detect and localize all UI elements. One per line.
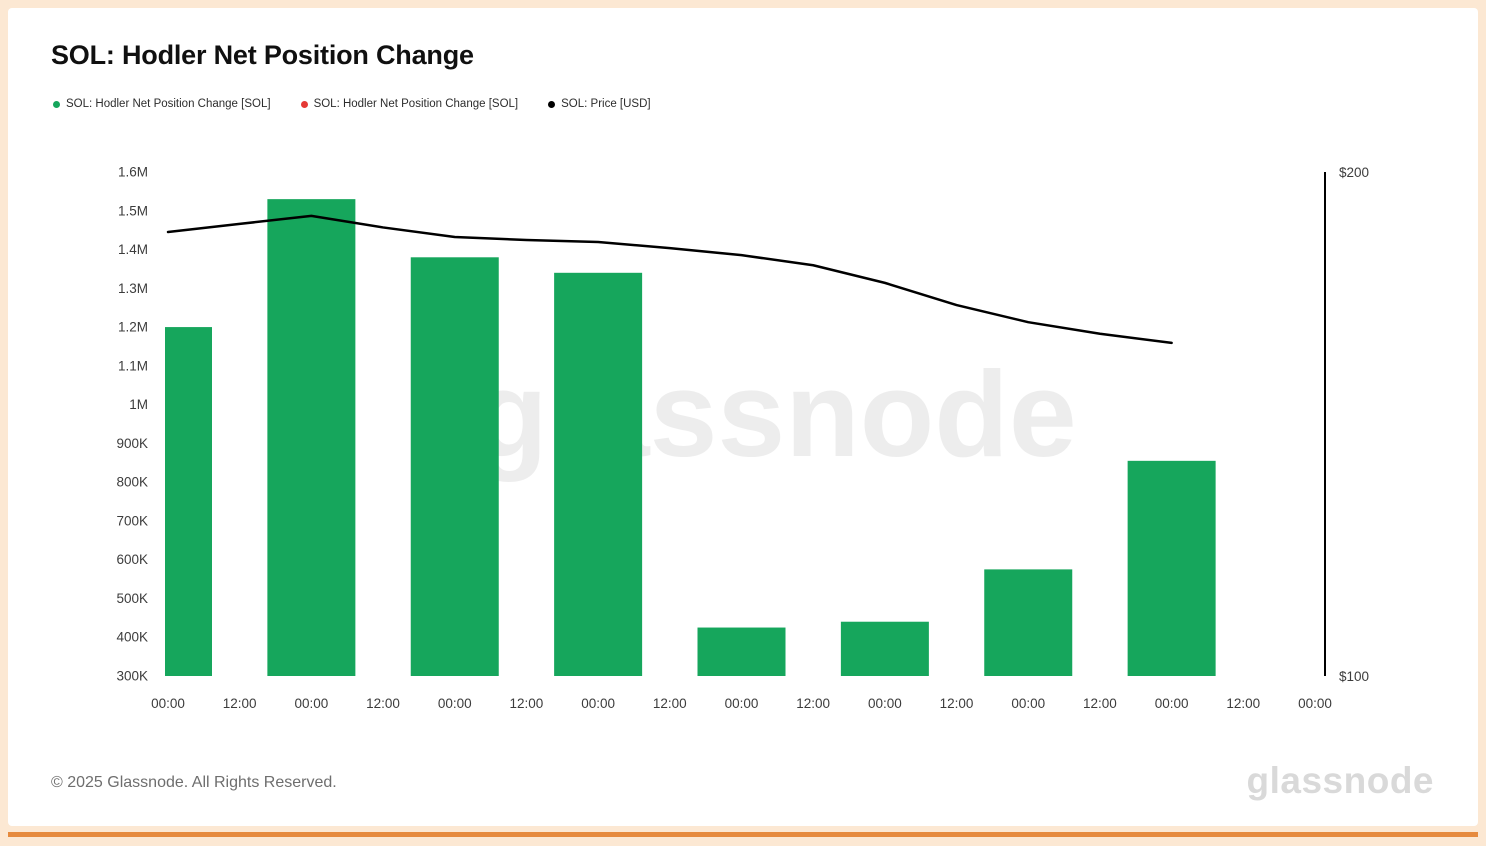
bar[interactable] (697, 627, 786, 676)
right-axis-tick-label: $100 (1339, 669, 1369, 684)
left-axis-tick-label: 1.1M (118, 358, 148, 373)
left-axis-tick-label: 900K (116, 436, 148, 451)
x-axis-tick-label: 00:00 (1298, 696, 1332, 711)
left-axis-tick-label: 500K (116, 591, 148, 606)
x-axis-tick-label: 00:00 (1011, 696, 1045, 711)
glassnode-logo: glassnode (1246, 760, 1434, 801)
page-title: SOL: Hodler Net Position Change (51, 40, 474, 70)
x-axis-tick-label: 00:00 (868, 696, 902, 711)
left-axis-tick-label: 1M (129, 397, 148, 412)
left-axis-tick-label: 1.4M (118, 242, 148, 257)
bar[interactable] (267, 199, 356, 676)
left-axis-tick-label: 800K (116, 475, 148, 490)
right-axis-tick-label: $200 (1339, 165, 1369, 180)
legend-dot-red-icon (300, 100, 308, 108)
left-axis-tick-label: 1.6M (118, 165, 148, 180)
x-axis-tick-label: 00:00 (438, 696, 472, 711)
bar[interactable] (840, 621, 929, 676)
bar[interactable] (554, 272, 643, 676)
x-axis-tick-label: 00:00 (725, 696, 759, 711)
x-axis-tick-label: 12:00 (366, 696, 400, 711)
copyright-text: © 2025 Glassnode. All Rights Reserved. (51, 774, 337, 791)
x-axis-tick-label: 12:00 (510, 696, 544, 711)
bar[interactable] (1127, 460, 1216, 676)
legend-dot-green-icon (53, 100, 60, 108)
bottom-accent-bar (8, 832, 1478, 837)
left-axis-tick-label: 300K (116, 669, 148, 684)
x-axis-tick-label: 00:00 (1155, 696, 1189, 711)
bars-series (124, 199, 1216, 676)
chart-card (8, 8, 1478, 826)
legend-item-label: SOL: Price [USD] (561, 98, 651, 110)
legend-item-hodler-net-position-red[interactable]: SOL: Hodler Net Position Change [SOL] (300, 98, 519, 110)
x-axis-tick-label: 00:00 (151, 696, 185, 711)
price-line (166, 214, 1173, 345)
legend-item-label: SOL: Hodler Net Position Change [SOL] (313, 98, 519, 110)
legend-item-hodler-net-position-green[interactable]: SOL: Hodler Net Position Change [SOL] (53, 98, 271, 110)
left-axis-tick-label: 1.3M (118, 281, 148, 296)
bar[interactable] (410, 257, 499, 676)
left-axis-tick-label: 700K (116, 513, 148, 528)
left-axis-tick-label: 1.5M (118, 203, 148, 218)
left-axis-tick-label: 600K (116, 552, 148, 567)
left-axis-tick-label: 1.2M (118, 320, 148, 335)
bar[interactable] (984, 569, 1073, 676)
bar[interactable] (124, 327, 212, 676)
x-axis-tick-label: 00:00 (581, 696, 615, 711)
legend: SOL: Hodler Net Position Change [SOL] SO… (53, 98, 651, 110)
legend-item-price[interactable]: SOL: Price [USD] (548, 98, 651, 110)
x-axis-tick-label: 00:00 (294, 696, 328, 711)
x-axis-tick-label: 12:00 (940, 696, 974, 711)
x-axis-tick-label: 12:00 (1226, 696, 1260, 711)
x-axis-tick-label: 12:00 (653, 696, 687, 711)
x-axis-tick-label: 12:00 (796, 696, 830, 711)
legend-dot-black-icon (548, 100, 556, 108)
left-axis-tick-label: 400K (116, 630, 148, 645)
x-axis-tick-label: 12:00 (1083, 696, 1117, 711)
legend-item-label: SOL: Hodler Net Position Change [SOL] (66, 98, 271, 110)
x-axis-tick-label: 12:00 (223, 696, 257, 711)
